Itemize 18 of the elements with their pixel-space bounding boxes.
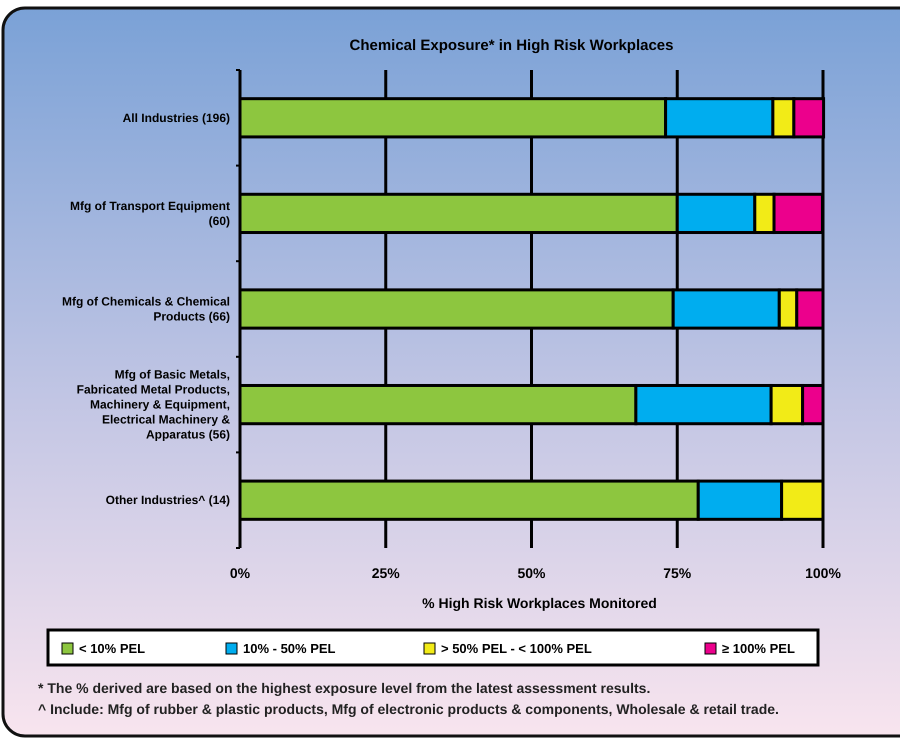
text: * The % derived are based on the highest exposure level from the latest assessment results. — [38, 680, 650, 696]
legend-label: < 10% PEL — [79, 641, 146, 656]
legend-label: > 50% PEL - < 100% PEL — [441, 641, 592, 656]
x-axis-title: % High Risk Workplaces Monitored — [422, 595, 657, 611]
y-tick-label: Mfg of Chemicals & Chemical Products (66) — [62, 294, 230, 324]
y-tick-label: All Industries (196) — [122, 110, 230, 125]
text: ^ Include: Mfg of rubber & plastic products, Mfg of electronic products & components, Wholesale & retail trade. — [38, 701, 779, 717]
x-tick-label: 0% — [230, 565, 251, 581]
chart-title: Chemical Exposure* in High Risk Workplaces — [350, 37, 674, 54]
y-tick-label: Mfg of Basic Metals, Fabricated Metal Products, Machinery & Equipment, Electrical Machinery & Apparatus (56) — [76, 368, 230, 442]
legend-label: ≥ 100% PEL — [722, 641, 795, 656]
x-tick-label: 25% — [372, 565, 400, 581]
x-tick-label: 75% — [663, 565, 692, 581]
legend-label: 10% - 50% PEL — [243, 641, 336, 656]
y-tick-label: Mfg of Transport Equipment (60) — [70, 198, 230, 228]
y-tick-label: Other Industries^ (14) — [106, 493, 230, 508]
x-tick-label: 100% — [805, 565, 842, 581]
x-tick-label: 50% — [517, 565, 546, 581]
